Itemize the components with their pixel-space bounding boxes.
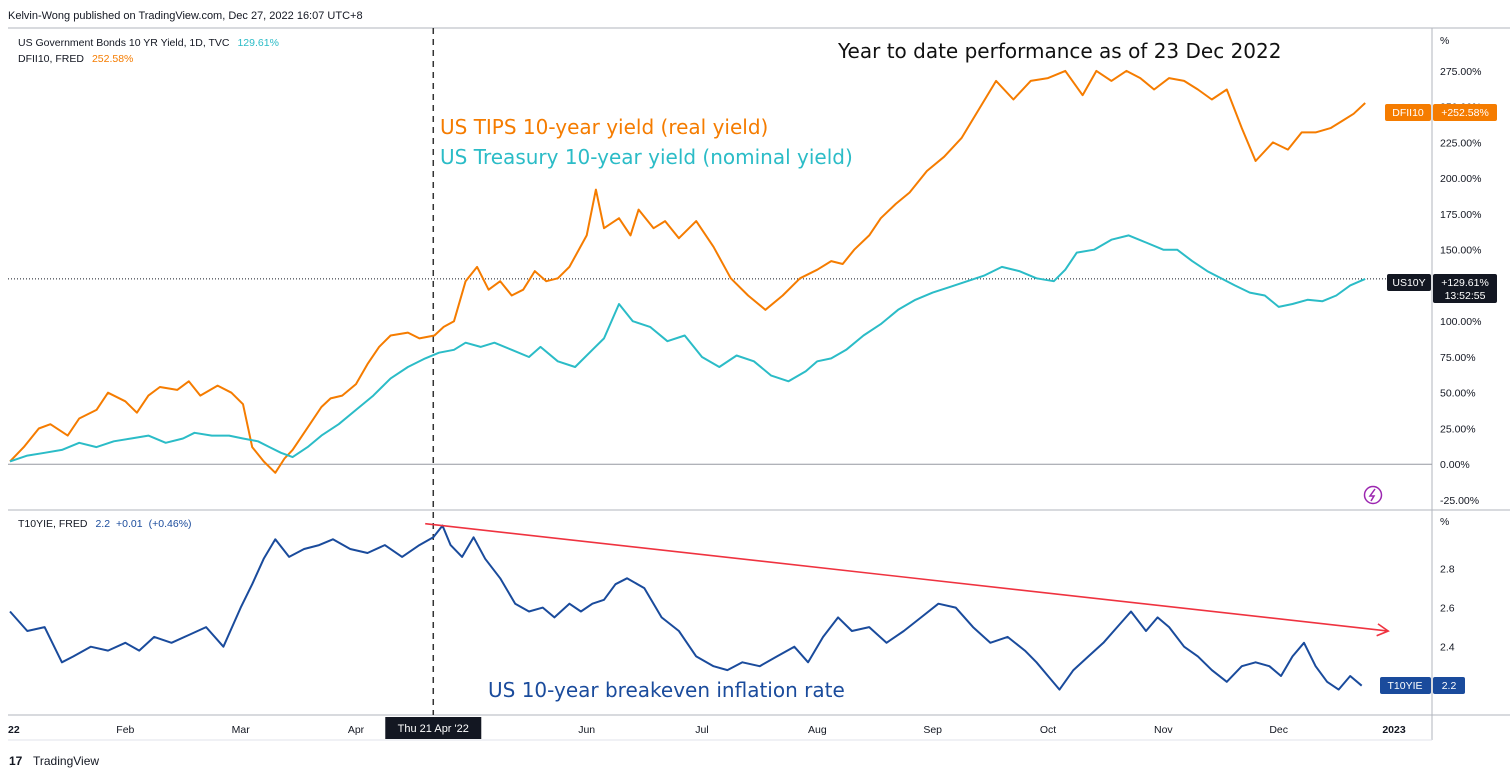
x-tick-label: Nov (1154, 724, 1173, 736)
x-axis: 22 Feb Mar Apr Jun Jul Aug Sep Oct Nov Dec 2023 (8, 724, 1406, 736)
lower-y-unit: % (1440, 516, 1449, 528)
x-tick-label: Apr (348, 724, 365, 736)
t10yie-price-tag[interactable]: T10YIE 2.2 (1380, 677, 1465, 694)
tips-series-line[interactable] (9, 69, 1366, 474)
upper-y-tick-label: 0.00% (1440, 459, 1470, 471)
upper-y-tick-label: 275.00% (1440, 66, 1481, 78)
lightning-icon[interactable] (1363, 485, 1383, 505)
upper-y-tick-label: 25.00% (1440, 423, 1476, 435)
tradingview-brand: TradingView (33, 754, 99, 768)
lower-y-tick-label: 2.6 (1440, 603, 1455, 615)
breakeven-annotation: US 10-year breakeven inflation rate (488, 678, 845, 702)
upper-y-tick-label: -25.00% (1440, 495, 1479, 507)
us10y-tag-name: US10Y (1392, 277, 1425, 289)
treasury-annotation: US Treasury 10-year yield (nominal yield… (440, 145, 853, 169)
tradingview-logo-icon: 17 (9, 754, 23, 768)
us10y-tag-value: +129.61% (1441, 277, 1489, 289)
x-tick-label: Jun (578, 724, 595, 736)
upper-y-tick-label: 175.00% (1440, 209, 1481, 221)
t10yie-tag-name: T10YIE (1387, 680, 1422, 692)
x-tick-label: Mar (232, 724, 251, 736)
lower-y-tick-label: 2.4 (1440, 642, 1455, 654)
upper-y-unit: % (1440, 35, 1449, 47)
crosshair-date-text: Thu 21 Apr '22 (398, 723, 469, 735)
upper-y-tick-label: 50.00% (1440, 388, 1476, 400)
upper-y-tick-label: 150.00% (1440, 245, 1481, 257)
x-tick-label: Feb (116, 724, 134, 736)
tradingview-logo[interactable]: 17 TradingView (9, 754, 99, 768)
us10y-tag-countdown: 13:52:55 (1445, 290, 1486, 302)
x-tick-label: Jul (695, 724, 708, 736)
x-tick-label: Aug (808, 724, 827, 736)
chart-frame (8, 27, 1510, 741)
x-tick-label: Dec (1269, 724, 1288, 736)
upper-y-axis: 275.00%250.00%225.00%200.00%175.00%150.0… (1440, 66, 1481, 507)
t10yie-tag-value: 2.2 (1442, 680, 1457, 692)
upper-y-tick-label: 200.00% (1440, 173, 1481, 185)
dfii10-price-tag[interactable]: DFII10 +252.58% (1385, 104, 1497, 121)
upper-y-tick-label: 100.00% (1440, 316, 1481, 328)
lower-legend[interactable]: T10YIE, FRED 2.2 +0.01 (+0.46%) (18, 518, 192, 530)
lower-y-axis: 2.8 2.6 2.4 (1440, 564, 1455, 654)
x-tick-label: 22 (8, 724, 20, 736)
breakeven-trend-arrow[interactable] (425, 522, 1390, 637)
upper-legend-line2[interactable]: DFII10, FRED 252.58% (18, 53, 133, 65)
crosshair-date-label: Thu 21 Apr '22 (385, 717, 482, 739)
tips-annotation: US TIPS 10-year yield (real yield) (440, 115, 768, 139)
publisher-line: Kelvin-Wong published on TradingView.com… (8, 10, 363, 22)
us10y-price-tag[interactable]: US10Y +129.61% 13:52:55 (1387, 274, 1497, 303)
upper-y-tick-label: 75.00% (1440, 352, 1476, 364)
dfii10-tag-value: +252.58% (1441, 107, 1489, 119)
dfii10-tag-name: DFII10 (1392, 107, 1424, 119)
upper-legend-line1[interactable]: US Government Bonds 10 YR Yield, 1D, TVC… (18, 37, 279, 49)
x-tick-label: Sep (923, 724, 942, 736)
lower-y-tick-label: 2.8 (1440, 564, 1455, 576)
upper-y-tick-label: 225.00% (1440, 137, 1481, 149)
x-tick-label: Oct (1040, 724, 1056, 736)
breakeven-series-line[interactable] (9, 524, 1363, 691)
x-tick-label: 2023 (1382, 724, 1406, 736)
treasury-series-line[interactable] (9, 234, 1366, 463)
chart-title-annotation: Year to date performance as of 23 Dec 20… (837, 39, 1281, 63)
